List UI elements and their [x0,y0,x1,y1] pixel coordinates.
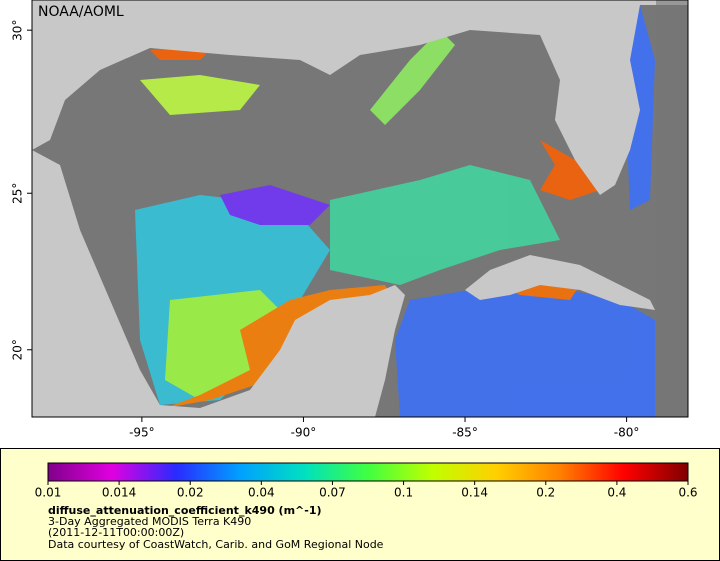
map: NOAA/AOML [32,0,688,417]
colorbar-label: 0.2 [536,486,555,500]
lat-tick-label: 25° [11,183,25,204]
colorbar-label: 0.02 [177,486,204,500]
lon-tick-label: -95° [129,426,155,440]
land-south [32,150,405,417]
legend-line: (2011-12-11T00:00:00Z) [48,526,184,539]
legend-variable: diffuse_attenuation_coefficient_k490 (m^… [48,504,322,517]
map-credit: NOAA/AOML [38,4,124,20]
legend-line: Data courtesy of CoastWatch, Carib. and … [48,538,384,551]
colorbar-label: 0.14 [461,486,488,500]
colorbar-label: 0.1 [394,486,413,500]
legend-line: 3-Day Aggregated MODIS Terra K490 [48,515,251,528]
land-cuba [465,255,655,310]
lon-tick-label: -85° [452,426,478,440]
lon-tick-label: -80° [614,426,640,440]
colorbar-label: 0.6 [678,486,697,500]
lat-tick-label: 20° [11,339,25,360]
land-north [32,0,688,195]
colorbar [47,462,689,482]
colorbar-label: 0.07 [319,486,346,500]
lon-tick-label: -90° [291,426,317,440]
lat-tick-label: 30° [11,20,25,41]
colorbar-label: 0.01 [35,486,62,500]
colorbar-label: 0.04 [248,486,275,500]
no-data [656,0,688,417]
map-frame [31,0,689,418]
colorbar-label: 0.4 [607,486,626,500]
colorbar-label: 0.014 [102,486,136,500]
